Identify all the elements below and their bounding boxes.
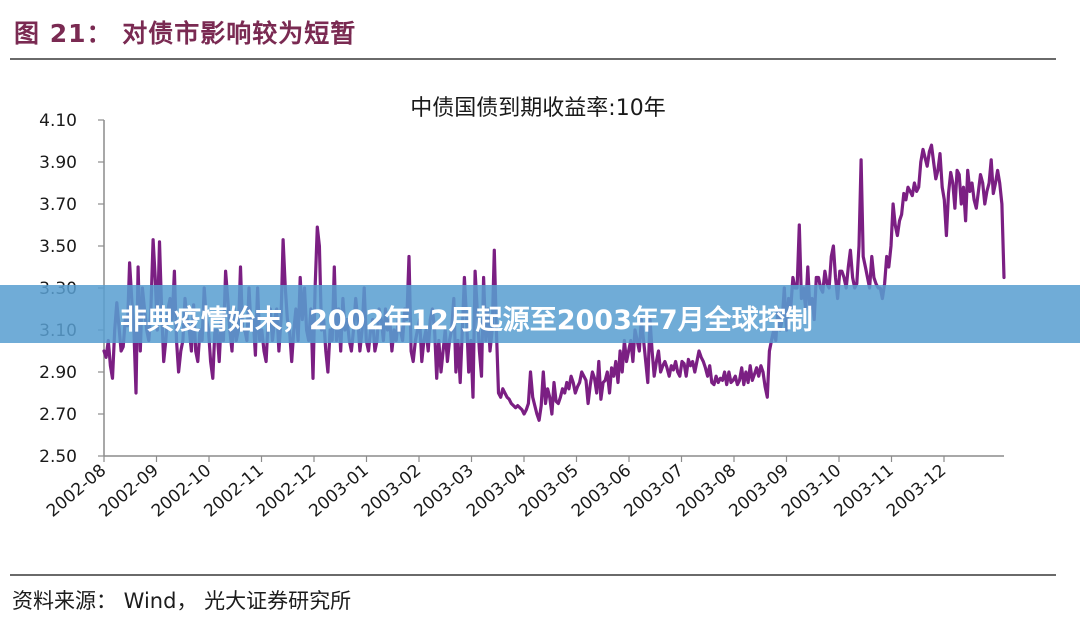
x-tick-label: 2003-12 (883, 461, 950, 522)
series-layer (102, 143, 1006, 422)
y-tick-label: 2.50 (39, 447, 77, 467)
banner-text: 非典疫情始末，2002年12月起源至2003年7月全球控制 (120, 305, 813, 336)
x-axis: 2002-082002-092002-102002-112002-122003-… (43, 455, 1004, 522)
y-tick-label: 2.90 (39, 363, 77, 383)
y-tick-label: 2.70 (39, 405, 77, 425)
chart-title: 中债国债到期收益率:10年 (410, 96, 665, 121)
y-tick-label: 4.10 (39, 111, 77, 131)
caption-banner: 非典疫情始末，2002年12月起源至2003年7月全球控制 (0, 285, 1080, 343)
source-note: 资料来源： Wind， 光大证券研究所 (12, 589, 352, 613)
figure-title: 图 21： 对债市影响较为短暂 (14, 19, 357, 48)
top-divider (10, 58, 1056, 60)
series-line (102, 143, 1006, 422)
y-tick-label: 3.50 (39, 237, 77, 257)
bottom-divider (10, 574, 1056, 576)
y-tick-label: 3.70 (39, 195, 77, 215)
y-tick-label: 3.90 (39, 153, 77, 173)
